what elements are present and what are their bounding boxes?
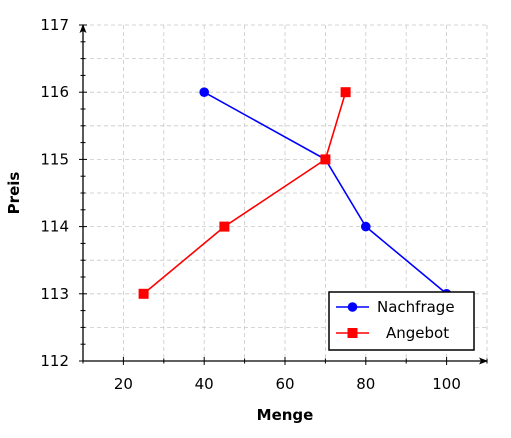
- series-line-angebot: [143, 91, 347, 295]
- data-point-angebot: [320, 154, 331, 165]
- x-tick-label: 60: [275, 375, 294, 393]
- legend-marker-nachfrage: [347, 302, 358, 312]
- data-point-angebot: [340, 87, 351, 98]
- data-point-angebot: [138, 288, 149, 299]
- x-tick-label: 100: [432, 375, 461, 393]
- x-tick-label: 80: [356, 375, 375, 393]
- legend: Nachfrage Angebot: [328, 291, 475, 351]
- data-point-nachfrage: [361, 221, 371, 232]
- legend-box: [328, 291, 475, 351]
- x-axis-arrow-icon: [479, 357, 488, 365]
- legend-label-nachfrage: Nachfrage: [377, 298, 455, 316]
- y-tick-label: 113: [40, 285, 69, 303]
- y-tick-label: 112: [40, 352, 69, 370]
- y-tick-label: 114: [40, 218, 69, 236]
- data-point-nachfrage: [199, 87, 209, 97]
- legend-marker-angebot: [347, 328, 358, 338]
- y-tick-label: 115: [40, 150, 69, 168]
- data-point-angebot: [219, 221, 230, 232]
- y-tick-label: 116: [40, 83, 69, 101]
- ticks: 20 40 60 80 100 112 113 114 115 116 117: [40, 16, 488, 393]
- legend-label-angebot: Angebot: [386, 324, 449, 342]
- x-tick-label: 20: [114, 375, 133, 393]
- x-axis-title: Menge: [257, 406, 314, 424]
- y-tick-label: 117: [40, 16, 69, 34]
- y-axis-title: Preis: [5, 172, 23, 215]
- series-line-nachfrage: [203, 91, 448, 295]
- x-tick-label: 40: [195, 375, 214, 393]
- y-axis-arrow-icon: [79, 24, 87, 33]
